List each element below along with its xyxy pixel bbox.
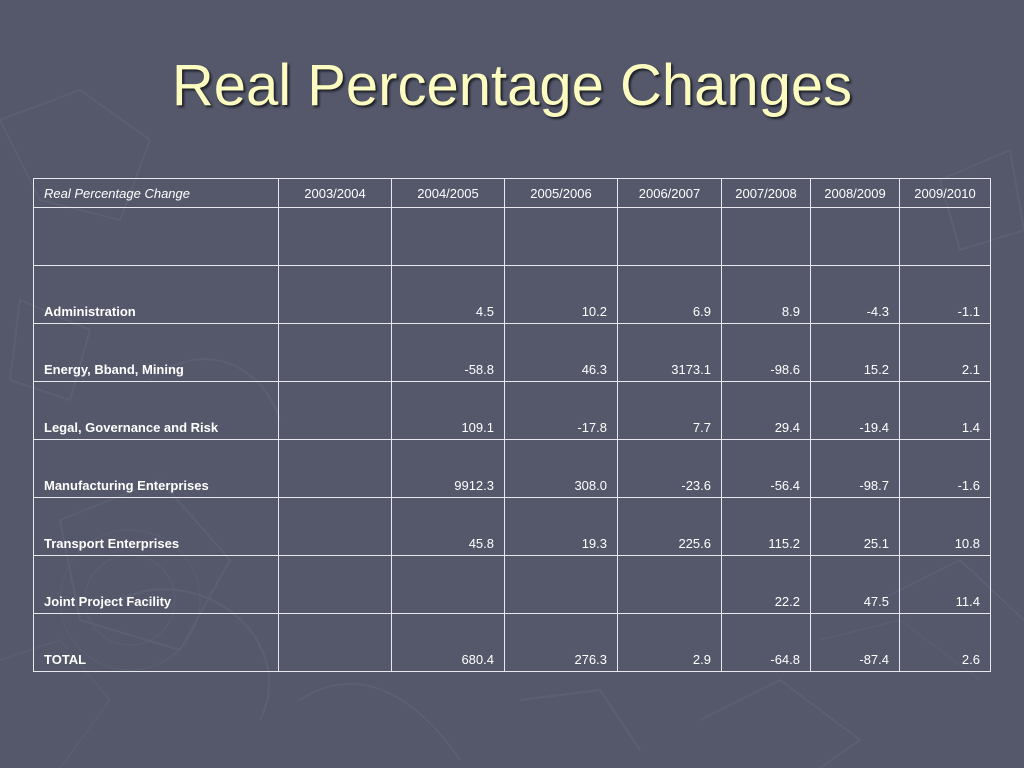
table-cell — [391, 207, 505, 266]
column-header: 2006/2007 — [617, 178, 722, 208]
table-row: Energy, Bband, Mining -58.8 46.3 3173.1 -98.… — [33, 323, 991, 382]
table-cell: -87.4 — [810, 613, 900, 672]
table-cell — [617, 555, 722, 614]
table-cell: -98.6 — [721, 323, 811, 382]
table-cell — [899, 207, 991, 266]
table-cell: -23.6 — [617, 439, 722, 498]
row-label: TOTAL — [33, 613, 279, 672]
table-cell: -58.8 — [391, 323, 505, 382]
row-label: Transport Enterprises — [33, 497, 279, 556]
column-header: 2007/2008 — [721, 178, 811, 208]
table-cell: 308.0 — [504, 439, 618, 498]
table-cell: -17.8 — [504, 381, 618, 440]
table-cell: 680.4 — [391, 613, 505, 672]
table-corner-label: Real Percentage Change — [33, 178, 279, 208]
table-cell: -56.4 — [721, 439, 811, 498]
slide-title: Real Percentage Changes — [171, 53, 853, 118]
table-cell: 4.5 — [391, 265, 505, 324]
table-cell: 109.1 — [391, 381, 505, 440]
table-cell: 29.4 — [721, 381, 811, 440]
table-cell: 115.2 — [721, 497, 811, 556]
table-cell: 2.6 — [899, 613, 991, 672]
table-cell: 2.9 — [617, 613, 722, 672]
row-label — [33, 207, 279, 266]
row-label: Administration — [33, 265, 279, 324]
table-cell: 276.3 — [504, 613, 618, 672]
table-row: Legal, Governance and Risk 109.1 -17.8 7.7 2… — [33, 381, 991, 440]
table-cell: -98.7 — [810, 439, 900, 498]
row-label: Joint Project Facility — [33, 555, 279, 614]
column-header: 2008/2009 — [810, 178, 900, 208]
table-cell: 9912.3 — [391, 439, 505, 498]
table-cell — [278, 207, 392, 266]
table-cell: 1.4 — [899, 381, 991, 440]
table-cell: 6.9 — [617, 265, 722, 324]
table-cell — [278, 497, 392, 556]
table-row: Manufacturing Enterprises 9912.3 308.0 -23.… — [33, 439, 991, 498]
table-cell — [721, 207, 811, 266]
table-cell — [391, 555, 505, 614]
table-row: Joint Project Facility 22.2 47.5 11.4 — [33, 555, 991, 614]
column-header: 2004/2005 — [391, 178, 505, 208]
table-cell: 11.4 — [899, 555, 991, 614]
table-cell: 46.3 — [504, 323, 618, 382]
row-label: Legal, Governance and Risk — [33, 381, 279, 440]
table-cell — [278, 381, 392, 440]
table-cell — [278, 555, 392, 614]
table-cell: 19.3 — [504, 497, 618, 556]
row-label: Manufacturing Enterprises — [33, 439, 279, 498]
table-cell — [278, 439, 392, 498]
table-cell: -1.6 — [899, 439, 991, 498]
column-header: 2003/2004 — [278, 178, 392, 208]
table-cell — [617, 207, 722, 266]
table-cell: 15.2 — [810, 323, 900, 382]
table-cell: 225.6 — [617, 497, 722, 556]
table-cell: 8.9 — [721, 265, 811, 324]
table-cell: 10.2 — [504, 265, 618, 324]
table-cell: 47.5 — [810, 555, 900, 614]
table-cell: 3173.1 — [617, 323, 722, 382]
table-cell: 2.1 — [899, 323, 991, 382]
table-header-row: Real Percentage Change 2003/2004 2004/2005… — [33, 178, 991, 208]
table-cell: 7.7 — [617, 381, 722, 440]
table-cell — [504, 207, 618, 266]
table-cell: 22.2 — [721, 555, 811, 614]
table-cell — [810, 207, 900, 266]
table-cell — [278, 323, 392, 382]
table-cell: -19.4 — [810, 381, 900, 440]
table-cell: -64.8 — [721, 613, 811, 672]
table-row: Transport Enterprises 45.8 19.3 225.6 115.2 2… — [33, 497, 991, 556]
table-row: Administration 4.5 10.2 6.9 8.9 -4.3 -1.1 — [33, 265, 991, 324]
row-label: Energy, Bband, Mining — [33, 323, 279, 382]
table-cell: -4.3 — [810, 265, 900, 324]
percentage-change-table: Real Percentage Change 2003/2004 2004/2005… — [33, 178, 991, 672]
table-cell — [504, 555, 618, 614]
column-header: 2005/2006 — [504, 178, 618, 208]
table-cell — [278, 613, 392, 672]
table-cell: 10.8 — [899, 497, 991, 556]
table-cell: 25.1 — [810, 497, 900, 556]
table-cell: 45.8 — [391, 497, 505, 556]
table-cell — [278, 265, 392, 324]
table-row: TOTAL 680.4 276.3 2.9 -64.8 -87.4 2.6 — [33, 613, 991, 672]
column-header: 2009/2010 — [899, 178, 991, 208]
table-row — [33, 207, 991, 266]
table-cell: -1.1 — [899, 265, 991, 324]
